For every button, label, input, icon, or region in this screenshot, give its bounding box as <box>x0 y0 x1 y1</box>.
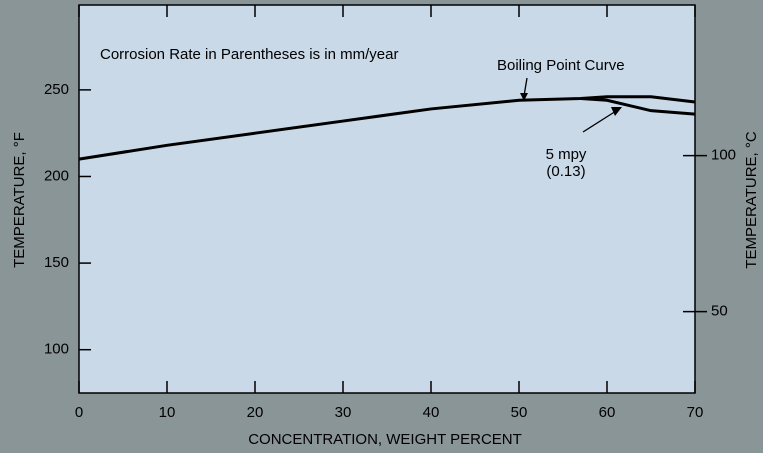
y-axis-label: TEMPERATURE, °F <box>11 132 28 268</box>
x-axis-label: CONCENTRATION, WEIGHT PERCENT <box>248 431 522 448</box>
annotation: (0.13) <box>546 163 585 180</box>
line <box>78 95 696 161</box>
x-tick-label: 20 <box>247 404 264 421</box>
plot-area <box>78 4 696 394</box>
y-tick-label: 250 <box>44 81 69 98</box>
annotation: 5 mpy <box>546 146 587 163</box>
x-tick-label: 50 <box>511 404 528 421</box>
x-tick-label: 10 <box>159 404 176 421</box>
arrow-head <box>611 107 622 116</box>
x-tick-label: 40 <box>423 404 440 421</box>
line <box>580 97 696 116</box>
y-tick-label: 100 <box>44 341 69 358</box>
y-tick-label: 150 <box>44 254 69 271</box>
x-tick-label: 70 <box>687 404 704 421</box>
y2-tick-label: 100 <box>711 147 736 164</box>
annotation: Corrosion Rate in Parentheses is in mm/y… <box>100 46 398 63</box>
x-tick-label: 60 <box>599 404 616 421</box>
x-tick-label: 0 <box>75 404 83 421</box>
arrow-head <box>520 93 528 101</box>
y2-axis-label: TEMPERATURE, °C <box>743 131 760 269</box>
annotation: Boiling Point Curve <box>497 57 625 74</box>
y2-tick-label: 50 <box>711 303 728 320</box>
arrow <box>582 110 617 133</box>
x-tick-label: 30 <box>335 404 352 421</box>
y-tick-label: 200 <box>44 167 69 184</box>
